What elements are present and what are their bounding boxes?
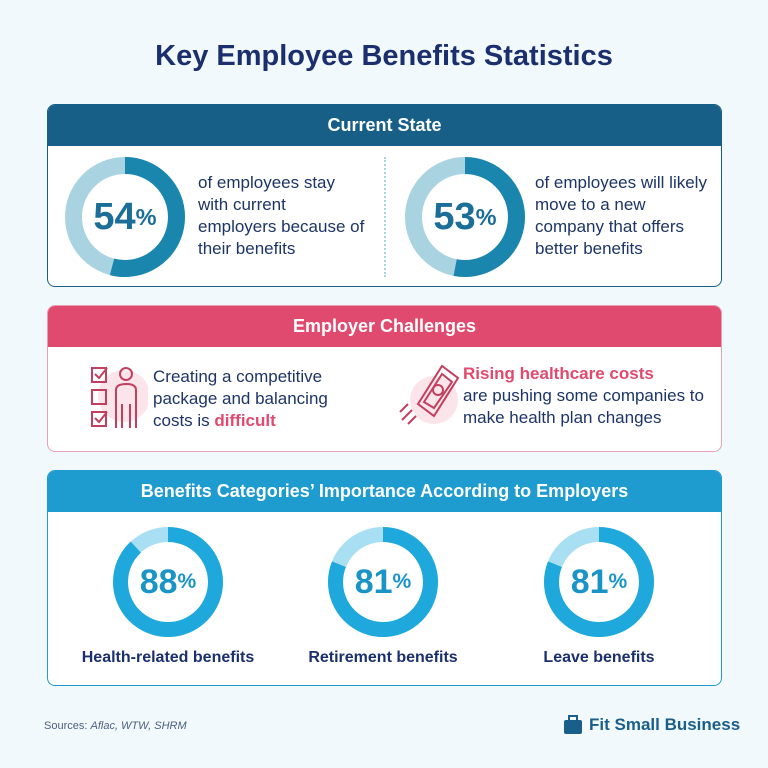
categories-header: Benefits Categories’ Importance Accordin… xyxy=(48,471,721,512)
stat-text: of employees stay with current employers… xyxy=(198,173,365,258)
current-state-header: Current State xyxy=(48,105,721,146)
donut-81-retirement: 81% xyxy=(328,527,438,637)
donut-chart xyxy=(113,527,223,637)
category-label: Leave benefits xyxy=(543,649,655,666)
donut-value: 53% xyxy=(433,195,497,238)
donut-value: 54% xyxy=(93,195,157,238)
brand-name: Fit Small Business xyxy=(589,715,741,734)
category-label: Health-related benefits xyxy=(81,649,255,666)
sources: Sources: Aflac, WTW, SHRM xyxy=(44,720,187,732)
donut-value-arc xyxy=(405,157,525,277)
briefcase-icon xyxy=(564,715,582,734)
donut-value-arc xyxy=(65,157,185,277)
donut-value: 81% xyxy=(570,562,628,601)
donut-value: 81% xyxy=(354,562,412,601)
page-title: Key Employee Benefits Statistics xyxy=(155,40,613,72)
stat-text: of employees will likely move to a new c… xyxy=(535,173,707,258)
challenge-text-1: Creating a competitive package and balan… xyxy=(153,367,328,430)
checklist-person-icon xyxy=(91,367,148,428)
donut-53: 53% xyxy=(405,157,525,277)
benefits-categories-card: Benefits Categories’ Importance Accordin… xyxy=(47,470,722,686)
donut-value-arc xyxy=(544,527,654,637)
donut-chart xyxy=(328,527,438,637)
challenge-text-2: Rising healthcare costs are pushing some … xyxy=(463,364,704,427)
donut-chart xyxy=(65,157,185,277)
brand-logo: Fit Small Business xyxy=(563,715,740,735)
divider xyxy=(384,157,386,277)
category-label: Retirement benefits xyxy=(308,649,458,666)
donut-value-arc xyxy=(113,527,223,637)
donut-54: 54% xyxy=(65,157,185,277)
donut-chart xyxy=(405,157,525,277)
money-bill-rising-icon xyxy=(399,364,460,425)
donut-value-arc xyxy=(328,527,438,637)
employer-challenges-card: Employer Challenges Creating a competiti… xyxy=(47,305,722,452)
challenges-header: Employer Challenges xyxy=(48,306,721,347)
donut-chart xyxy=(544,527,654,637)
current-state-card: Current State 54% of employees stay with… xyxy=(47,104,722,287)
donut-81-leave: 81% xyxy=(544,527,654,637)
donut-88: 88% xyxy=(113,527,223,637)
donut-value: 88% xyxy=(139,562,197,601)
